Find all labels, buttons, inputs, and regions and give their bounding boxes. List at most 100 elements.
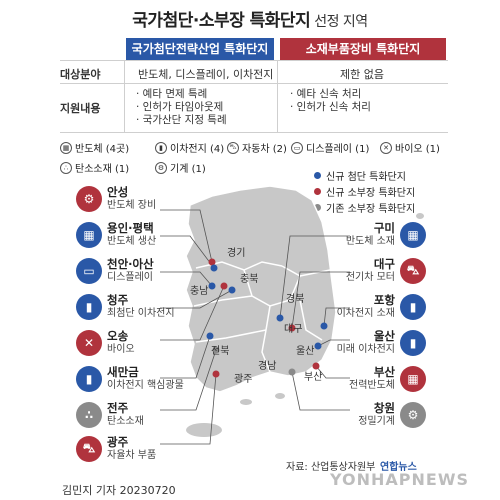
legend-new-sobujang: 신규 소부장 특화단지 xyxy=(314,184,415,199)
gear-icon: ⚙ xyxy=(76,186,102,212)
support-item: · 국가산단 지정 특례 xyxy=(136,114,227,126)
site-gumi: ▦ 구미 반도체 소재 xyxy=(346,222,426,248)
site-desc: 전기차 모터 xyxy=(345,272,395,283)
gear-icon: ⚙ xyxy=(155,161,167,174)
site-name: 천안·아산 xyxy=(107,257,154,271)
legend-existing-sobujang: 기존 소부장 특화단지 xyxy=(314,200,415,215)
dot-gumi xyxy=(276,314,284,322)
dot-changwon xyxy=(288,368,296,376)
jeju-island xyxy=(186,423,222,437)
site-yongin-pyeongtaek: ▦ 용인·평택 반도체 생산 xyxy=(76,222,156,248)
cell-support-sobujang: · 예타 신속 처리 · 인허가 신속 처리 xyxy=(290,88,371,114)
site-desc: 미래 이차전지 xyxy=(336,344,395,355)
yonhap-logo: 연합뉴스 xyxy=(380,462,417,473)
region-gyeonggi: 경기 xyxy=(227,248,246,259)
table-vline xyxy=(124,60,125,132)
site-name: 울산 xyxy=(373,329,395,343)
site-desc: 반도체 장비 xyxy=(107,200,157,211)
site-name: 전주 xyxy=(107,401,129,415)
support-item: · 예타 면제 특례 xyxy=(136,88,208,100)
dot-osong xyxy=(220,282,228,290)
monitor-icon: ▭ xyxy=(291,141,303,154)
monitor-icon: ▭ xyxy=(76,258,102,284)
site-desc: 이차전지 소재 xyxy=(336,308,395,319)
dna-icon: ✕ xyxy=(380,141,392,154)
dot-jeonju xyxy=(212,346,220,354)
table-divider xyxy=(60,132,448,133)
site-ulsan: ▮ 울산 미래 이차전지 xyxy=(337,330,426,356)
site-name: 광주 xyxy=(107,435,129,449)
watermark: YONHAPNEWS xyxy=(330,470,469,489)
support-item: · 예타 신속 처리 xyxy=(290,88,362,100)
cell-support-advanced: · 예타 면제 특례 · 인허가 타임아웃제 · 국가산단 지정 특례 xyxy=(136,88,227,127)
battery-icon: ▮ xyxy=(400,294,426,320)
region-busan: 부산 xyxy=(304,372,323,383)
car-icon: ⛍ xyxy=(400,258,426,284)
site-name: 오송 xyxy=(107,329,129,343)
dot-gwangju xyxy=(212,370,220,378)
table-divider xyxy=(60,60,448,61)
site-name: 안성 xyxy=(107,185,129,199)
page-title: 국가첨단·소부장 특화단지 선정 지역 xyxy=(0,6,500,31)
row-label-support: 지원내용 xyxy=(60,102,101,115)
dot-daegu xyxy=(288,324,296,332)
site-name: 창원 xyxy=(373,401,395,415)
site-name: 새만금 xyxy=(107,365,139,379)
ulleung-island xyxy=(416,213,424,219)
chip-icon: ▦ xyxy=(76,222,102,248)
source-credit: 자료: 산업통상자원부 xyxy=(286,462,376,473)
region-chungbuk: 충북 xyxy=(240,274,259,285)
site-changwon: ⚙ 창원 정밀기계 xyxy=(358,402,426,428)
site-name: 구미 xyxy=(373,221,395,235)
site-desc: 디스플레이 xyxy=(107,272,153,283)
cell-target-advanced: 반도체, 디스플레이, 이차전지 xyxy=(138,68,274,81)
dna-icon: ✕ xyxy=(76,330,102,356)
site-name: 부산 xyxy=(373,365,395,379)
site-desc: 반도체 소재 xyxy=(345,236,395,247)
category-semiconductor: ▦ 반도체 (4곳) xyxy=(60,140,129,155)
dot-yongin xyxy=(210,264,218,272)
table-header-advanced: 국가첨단전략산업 특화단지 xyxy=(126,38,274,60)
category-car: ⛍ 자동차 (2) xyxy=(227,140,287,155)
date: 20230720 xyxy=(119,484,176,497)
peninsula-shape xyxy=(185,185,337,393)
battery-icon: ▮ xyxy=(76,366,102,392)
site-name: 용인·평택 xyxy=(107,221,154,235)
site-desc: 반도체 생산 xyxy=(107,236,157,247)
carbon-icon: ∴ xyxy=(76,402,102,428)
table-header-sobujang: 소재부품장비 특화단지 xyxy=(280,38,446,60)
support-item: · 인허가 신속 처리 xyxy=(290,101,371,113)
category-carbon: ∴ 탄소소재 (1) xyxy=(60,160,129,175)
site-desc: 전력반도체 xyxy=(349,380,395,391)
dot-cheonan xyxy=(208,282,216,290)
site-desc: 정밀기계 xyxy=(358,416,395,427)
region-ulsan: 울산 xyxy=(296,346,315,357)
category-display: ▭ 디스플레이 (1) xyxy=(291,140,369,155)
region-gwangju: 광주 xyxy=(234,374,253,385)
byline: 김민지 기자 20230720 xyxy=(62,482,176,498)
gear-icon: ⚙ xyxy=(400,402,426,428)
site-pohang: ▮ 포항 이차전지 소재 xyxy=(337,294,426,320)
site-desc: 최첨단 이차전지 xyxy=(107,308,175,319)
region-jeonbuk: 전북 xyxy=(211,346,230,357)
site-name: 포항 xyxy=(373,293,395,307)
site-desc: 탄소소재 xyxy=(107,416,144,427)
region-chungnam: 충남 xyxy=(190,286,209,297)
site-daegu: ⛍ 대구 전기차 모터 xyxy=(346,258,426,284)
category-machine: ⚙ 기계 (1) xyxy=(155,160,206,175)
leader-lines xyxy=(160,209,350,445)
dot-cheongju xyxy=(228,286,236,294)
carbon-icon: ∴ xyxy=(60,161,72,174)
region-gyeongnam: 경남 xyxy=(258,361,277,372)
title-sub: 선정 지역 xyxy=(314,14,368,30)
chip-icon: ▦ xyxy=(400,222,426,248)
row-label-target: 대상분야 xyxy=(60,68,101,81)
region-gyeongbuk: 경북 xyxy=(286,294,305,305)
dot-busan xyxy=(312,362,320,370)
chip-icon: ▦ xyxy=(60,141,72,154)
table-vline xyxy=(277,60,278,132)
category-bio: ✕ 바이오 (1) xyxy=(380,140,440,155)
dot-pohang xyxy=(320,322,328,330)
dot-saemangeum xyxy=(206,332,214,340)
dot-ulsan xyxy=(314,342,322,350)
